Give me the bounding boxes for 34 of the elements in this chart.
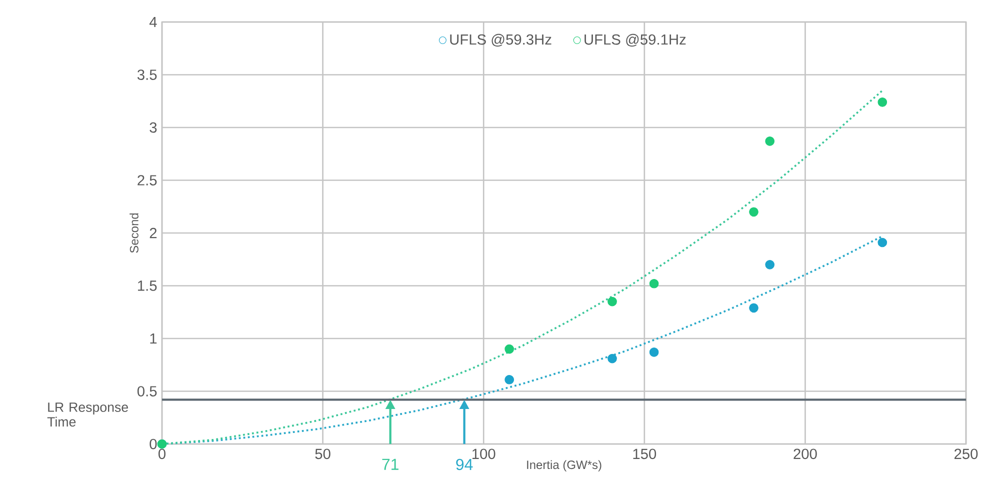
- point: [878, 98, 888, 107]
- point: [608, 296, 617, 306]
- x-tick-label: 0: [158, 448, 166, 460]
- ref-line-label: LR Response Time: [47, 402, 128, 427]
- point: [749, 303, 758, 313]
- point: [649, 348, 659, 357]
- y-tick-label: 4: [149, 16, 157, 28]
- y-tick-label: 0.5: [137, 386, 157, 396]
- point: [765, 136, 774, 146]
- y-tick-label: 0: [150, 438, 157, 450]
- y-axis-title: Second: [130, 213, 138, 253]
- point: [504, 344, 514, 354]
- y-tick-label: 1: [150, 333, 157, 344]
- x-axis-title: Inertia (GW*s): [527, 460, 602, 472]
- point: [649, 278, 659, 288]
- point: [608, 354, 617, 364]
- y-tick-label: 3: [150, 122, 157, 133]
- x-tick-label: 100: [472, 448, 496, 460]
- x-tick-label: 50: [315, 448, 330, 460]
- point: [504, 374, 514, 384]
- legend-label: UFLS @59.1Hz: [584, 34, 686, 47]
- x-tick-label: 150: [633, 448, 656, 460]
- x-tick-label: 200: [794, 448, 817, 460]
- legend-label: UFLS @59.3Hz: [450, 34, 552, 47]
- point: [749, 207, 758, 217]
- annotation: 94: [456, 458, 473, 470]
- y-tick-label: 2.5: [138, 175, 157, 186]
- x-tick-label: 250: [954, 448, 978, 460]
- y-tick-label: 3.5: [137, 70, 157, 80]
- y-tick-label: 2: [150, 228, 157, 238]
- point: [765, 260, 774, 270]
- y-tick-label: 1.5: [138, 280, 157, 291]
- annotation: 71: [382, 458, 398, 470]
- point: [878, 238, 888, 248]
